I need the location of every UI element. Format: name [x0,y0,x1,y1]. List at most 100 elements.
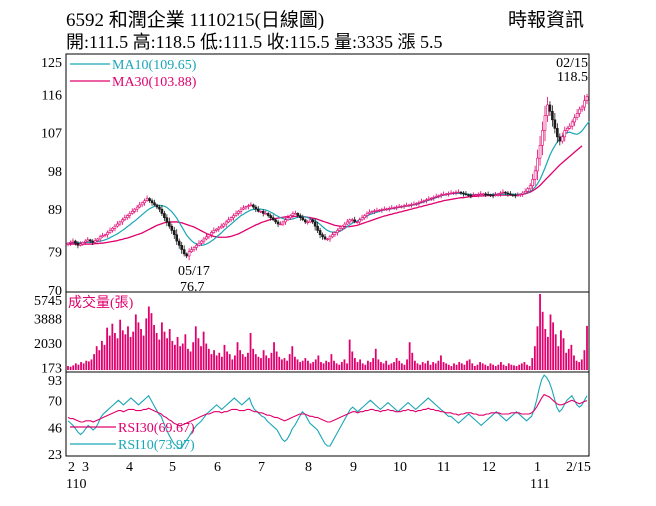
volume-bar [142,335,145,370]
candle-body [375,210,379,212]
candle-body [266,213,270,216]
candle-body [442,193,445,196]
rsi-y-tick: 70 [48,394,62,409]
candle-body [284,219,287,223]
volume-bar [168,328,171,370]
volume-bar [554,334,557,370]
candle-body [138,204,141,208]
volume-bar [301,360,304,370]
volume-bar [207,348,210,370]
candle-body [219,225,223,229]
volume-bar [434,363,437,370]
volume-bar [372,358,375,370]
candle-body [326,238,329,241]
volume-bar [440,355,442,370]
volume-bar [374,348,377,370]
candle-body [355,221,359,224]
volume-bar [181,343,184,370]
volume-bar [395,358,398,370]
price-y-axis: 125 116 107 98 89 79 70 [41,56,62,299]
x-tick-month: 7 [258,460,265,475]
candle-body [420,201,423,203]
volume-bar [257,356,260,370]
candle-body [170,225,174,231]
volume-bar [82,363,85,370]
x-tick-month: 12 [482,460,496,475]
price-y-tick: 116 [42,88,62,103]
candle-body [214,228,218,231]
candle-body [496,193,500,196]
volume-bar [445,363,448,370]
volume-bar [356,362,359,370]
volume-bar [494,366,497,370]
volume-bar [544,328,547,370]
candle-body [256,208,260,212]
volume-bar [294,356,296,370]
candle-body [415,202,418,205]
candle-body [350,219,354,221]
candle-body [259,210,263,213]
candle-body [457,191,460,194]
volume-bar [108,335,111,370]
candle-body [494,194,497,196]
volume-bar [492,364,495,370]
candle-body [205,236,208,240]
volume-bar [103,344,106,370]
candle-body [449,192,453,195]
volume-bar [236,342,239,370]
volume-bar [413,360,416,370]
volume-bar [309,363,312,370]
rsi-y-tick: 23 [48,448,62,463]
volume-bar [111,323,114,370]
candle-body [474,194,478,196]
candle-body [412,203,416,206]
candle-body [476,193,480,196]
candle-body [365,213,369,216]
volume-bar [515,366,518,370]
volume-bar [166,338,169,370]
candle-body [395,206,399,209]
x-tick-month: 5 [169,460,176,475]
candle-body [358,219,361,223]
volume-bar [335,363,338,370]
volume-bar [187,348,189,370]
volume-bar [421,362,424,370]
volume-bar [314,359,317,370]
candle-body [264,213,268,215]
candle-body [224,221,228,225]
volume-bar [286,360,288,370]
candle-body [558,136,562,142]
volume-bar [364,364,367,370]
volume-bar [455,364,458,370]
price-y-tick: 125 [41,56,62,71]
candle-layer [66,93,589,261]
candle-body [69,242,72,244]
candle-body [222,223,225,227]
candle-body [168,221,171,227]
volume-bar [184,334,187,370]
low-value-annotation: 76.7 [180,280,205,295]
volume-bar [226,351,228,370]
x-tick-month: 2 [68,460,75,475]
candle-body [316,225,319,231]
volume-bar [427,360,429,370]
volume-bar [260,358,262,370]
volume-bar [192,342,195,370]
volume-bar [93,354,95,370]
volume-bar [419,364,421,370]
volume-bar [528,366,531,370]
source-label: 時報資訊 [508,9,584,31]
volume-bar [502,364,505,370]
volume-bar [325,360,328,370]
volume-bar [147,306,150,370]
rsi-y-tick: 46 [48,422,62,437]
volume-bar [481,363,484,370]
candle-body [437,195,441,197]
volume-bar [254,354,257,370]
candle-body [543,115,547,131]
candle-body [217,227,221,230]
volume-bar [520,363,523,370]
volume-bar [296,359,299,370]
